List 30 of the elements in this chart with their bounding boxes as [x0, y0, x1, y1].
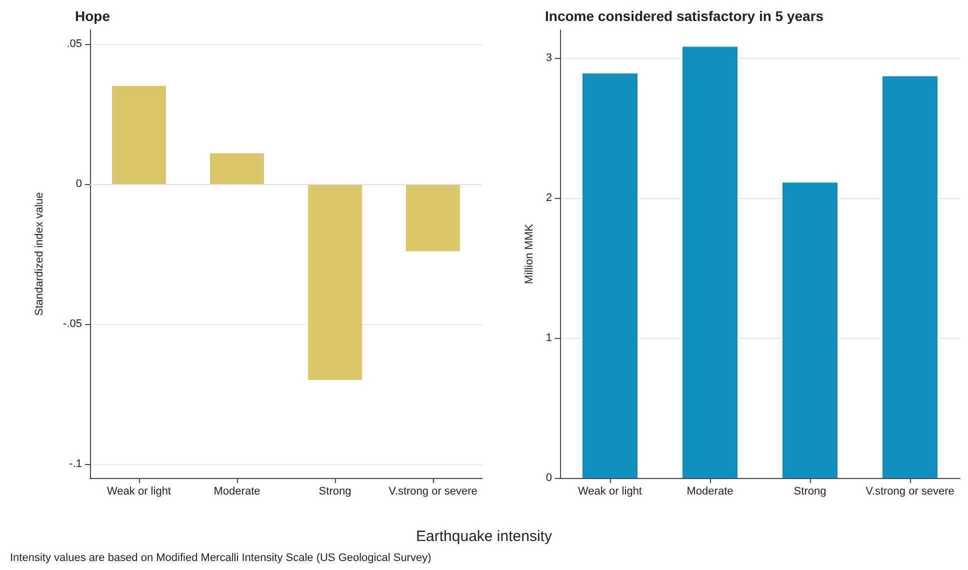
y-axis-title: Million MMK — [523, 223, 536, 284]
y-tick-label: 3 — [546, 52, 552, 64]
y-tick-label: 0 — [76, 178, 82, 190]
x-tick-label: Moderate — [686, 486, 734, 498]
y-tick-label: .05 — [66, 38, 82, 50]
chart-title: Hope — [75, 8, 110, 24]
x-tick-label: Weak or light — [578, 486, 642, 498]
y-tick-label: 1 — [546, 332, 552, 344]
bar — [406, 184, 460, 252]
y-axis-title: Standardized index value — [34, 192, 46, 316]
y-tick-label: 0 — [546, 472, 552, 484]
bar — [782, 182, 838, 478]
x-tick-label: Moderate — [214, 486, 260, 498]
bar — [882, 76, 938, 478]
y-tick-label: 2 — [546, 192, 552, 204]
x-axis-title: Earthquake intensity — [415, 528, 553, 545]
x-tick-label: Strong — [794, 486, 826, 498]
x-tick-label: V.strong or severe — [866, 486, 954, 498]
bar — [112, 86, 166, 184]
text: Intensity values are based on Modified Mercalli Intensity Scale (US Geological Survey) — [10, 552, 432, 564]
y-tick-label: -.05 — [63, 318, 82, 330]
x-tick-label: Weak or light — [107, 486, 171, 498]
y-tick-label: -.1 — [69, 458, 82, 470]
bar — [582, 73, 638, 478]
bar — [210, 153, 264, 184]
bar — [682, 46, 738, 478]
x-tick-label: Strong — [318, 486, 352, 498]
chart-title: Income considered satisfactory in 5 years — [545, 8, 824, 24]
x-tick-label: V.strong or severe — [388, 486, 478, 498]
bar — [308, 184, 362, 380]
